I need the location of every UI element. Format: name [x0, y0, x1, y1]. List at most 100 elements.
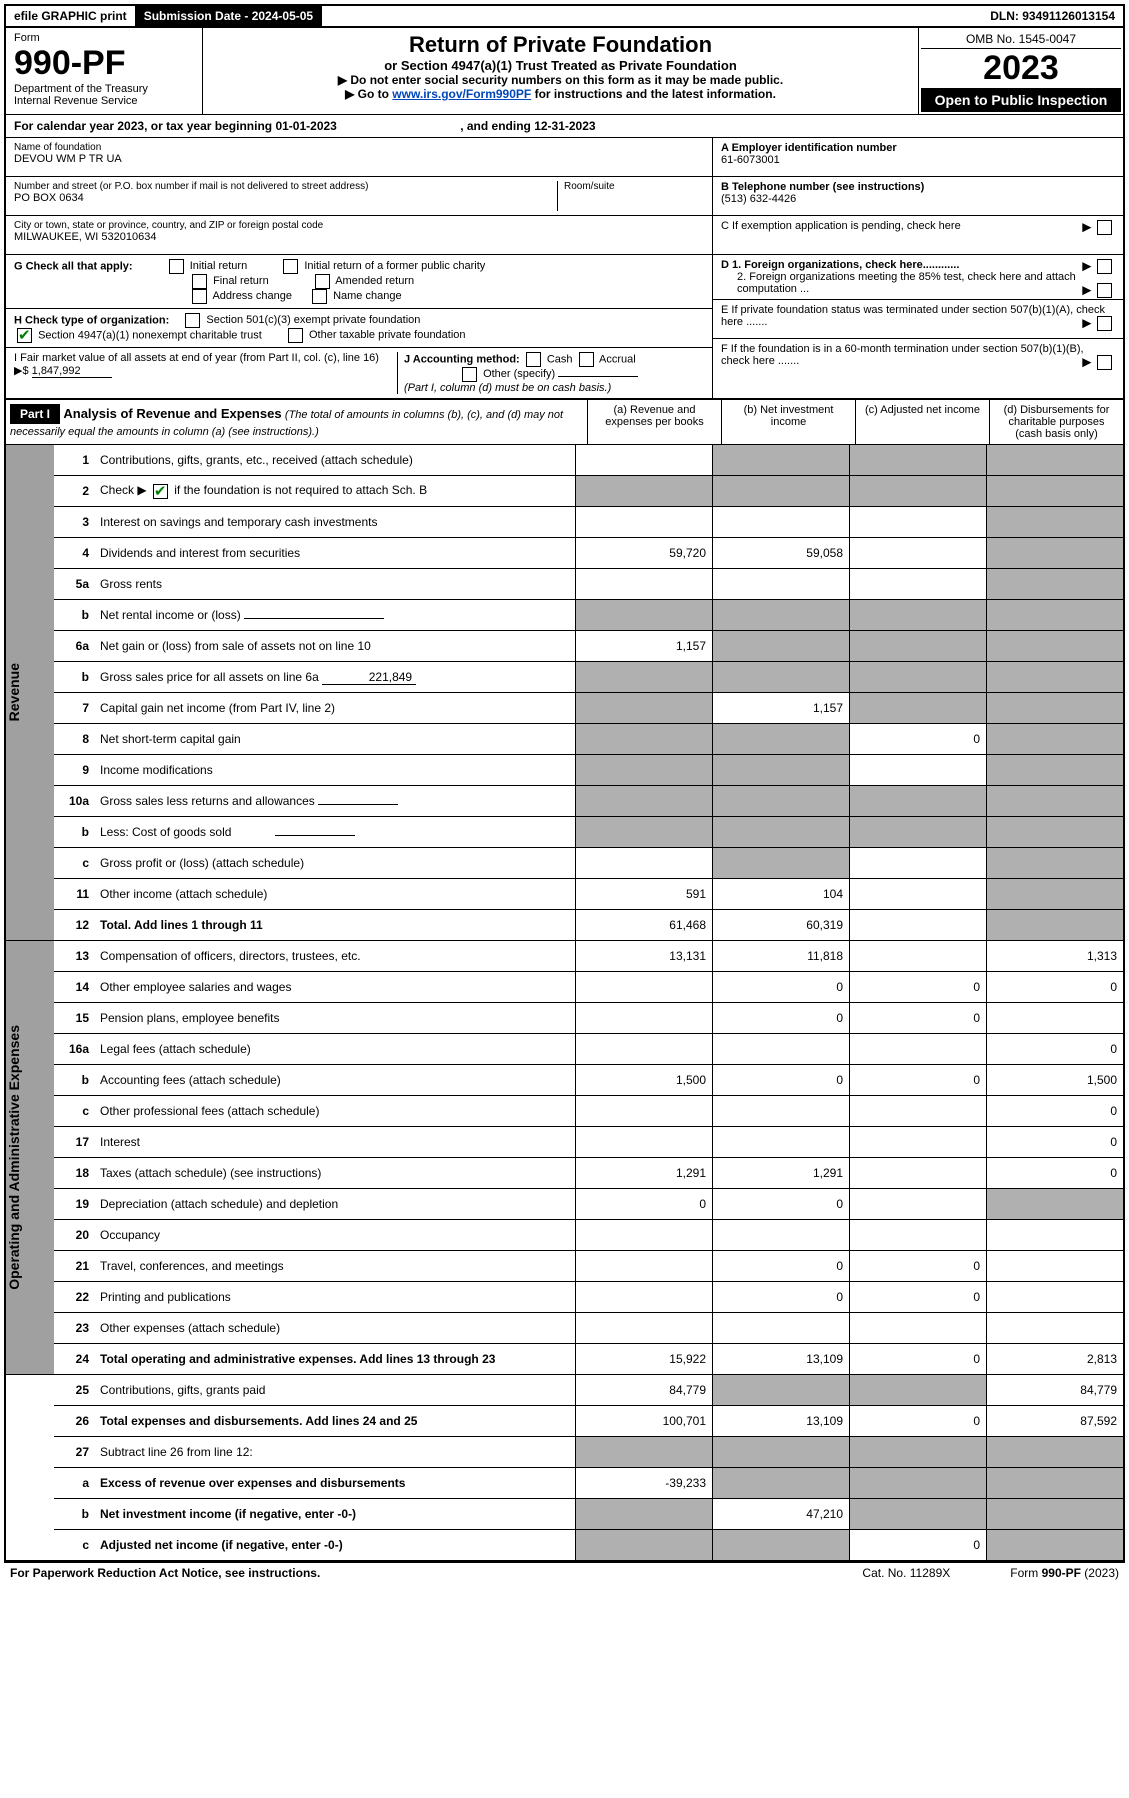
arrow-icon: ▶: [1082, 221, 1090, 233]
amt: 1,157: [576, 631, 713, 662]
amt: 0: [713, 1003, 850, 1034]
line-desc: Net rental income or (loss): [95, 600, 576, 631]
h-other: Other taxable private foundation: [309, 329, 466, 341]
amt: 1,500: [987, 1065, 1124, 1096]
check-final-return[interactable]: [192, 274, 207, 289]
form-subtitle: or Section 4947(a)(1) Trust Treated as P…: [211, 58, 910, 73]
j-label: J Accounting method:: [404, 353, 520, 365]
tax-year: 2023: [921, 49, 1121, 88]
check-accrual[interactable]: [579, 352, 594, 367]
instr-suffix: for instructions and the latest informat…: [531, 87, 776, 101]
j-note: (Part I, column (d) must be on cash basi…: [404, 382, 611, 394]
amt: 87,592: [987, 1406, 1124, 1437]
line-num: c: [54, 1530, 95, 1561]
amt: 0: [850, 1406, 987, 1437]
check-initial-former[interactable]: [283, 259, 298, 274]
amt: 0: [713, 1282, 850, 1313]
dept-treasury: Department of the Treasury: [14, 83, 194, 95]
col-d-head: (d) Disbursements for charitable purpose…: [989, 400, 1123, 444]
line-num: 1: [54, 445, 95, 476]
amt: 0: [987, 972, 1124, 1003]
line-desc: Net gain or (loss) from sale of assets n…: [95, 631, 576, 662]
line-num: b: [54, 1065, 95, 1096]
line-num: a: [54, 1468, 95, 1499]
line-desc: Gross sales price for all assets on line…: [95, 662, 576, 693]
revenue-section-label: Revenue: [6, 659, 22, 725]
check-name-change[interactable]: [312, 289, 327, 304]
col-a-head: (a) Revenue and expenses per books: [587, 400, 721, 444]
amt: 0: [850, 1065, 987, 1096]
h-block: H Check type of organization: Section 50…: [6, 309, 712, 348]
amt: 1,291: [576, 1158, 713, 1189]
amt: 0: [987, 1034, 1124, 1065]
amt: 0: [987, 1096, 1124, 1127]
line-num: 14: [54, 972, 95, 1003]
city-label: City or town, state or province, country…: [14, 220, 704, 231]
line-num: 11: [54, 879, 95, 910]
amt: 0: [850, 724, 987, 755]
amt: 60,319: [713, 910, 850, 941]
line-num: c: [54, 848, 95, 879]
check-f[interactable]: [1097, 355, 1112, 370]
form-url-link[interactable]: www.irs.gov/Form990PF: [392, 87, 531, 101]
amt: 0: [850, 1282, 987, 1313]
instr-ssn: ▶ Do not enter social security numbers o…: [211, 73, 910, 87]
opt-address: Address change: [212, 290, 292, 302]
amt: 0: [987, 1127, 1124, 1158]
check-c[interactable]: [1097, 220, 1112, 235]
line-desc: Other income (attach schedule): [95, 879, 576, 910]
amt: 0: [713, 1065, 850, 1096]
phone-label: B Telephone number (see instructions): [721, 181, 1115, 193]
amt: 0: [713, 1189, 850, 1220]
check-501c3[interactable]: [185, 313, 200, 328]
g-label: G Check all that apply:: [14, 260, 133, 272]
cal-end: 12-31-2023: [534, 119, 595, 133]
footer-paperwork: For Paperwork Reduction Act Notice, see …: [10, 1566, 320, 1580]
line-desc: Other expenses (attach schedule): [95, 1313, 576, 1344]
check-4947a1[interactable]: [17, 328, 32, 343]
instr-prefix: ▶ Go to: [345, 87, 392, 101]
h-4947a1: Section 4947(a)(1) nonexempt charitable …: [38, 329, 262, 341]
name-cell: Name of foundation DEVOU WM P TR UA: [6, 138, 712, 177]
line-num: 23: [54, 1313, 95, 1344]
check-other-taxable[interactable]: [288, 328, 303, 343]
line-num: 20: [54, 1220, 95, 1251]
amt: 0: [576, 1189, 713, 1220]
line-desc: Less: Cost of goods sold: [95, 817, 576, 848]
line-num: b: [54, 1499, 95, 1530]
d1-label: D 1. Foreign organizations, check here..…: [721, 259, 959, 271]
check-amended[interactable]: [315, 274, 330, 289]
amt: 0: [850, 1344, 987, 1375]
form-word: Form: [14, 32, 194, 44]
check-cash[interactable]: [526, 352, 541, 367]
check-d2[interactable]: [1097, 283, 1112, 298]
amt: 1,291: [713, 1158, 850, 1189]
line-num: 24: [54, 1344, 95, 1375]
arrow-icon: ▶: [1082, 356, 1090, 368]
amt: 0: [713, 1251, 850, 1282]
line-num: b: [54, 817, 95, 848]
line-num: 7: [54, 693, 95, 724]
submission-date: Submission Date - 2024-05-05: [136, 6, 322, 26]
amt: 1,157: [713, 693, 850, 724]
amt: 13,109: [713, 1406, 850, 1437]
line-num: c: [54, 1096, 95, 1127]
line-num: 12: [54, 910, 95, 941]
room-label: Room/suite: [564, 181, 704, 192]
line-desc: Interest: [95, 1127, 576, 1158]
line-num: 26: [54, 1406, 95, 1437]
check-e[interactable]: [1097, 316, 1112, 331]
check-d1[interactable]: [1097, 259, 1112, 274]
part1-header: Part I Analysis of Revenue and Expenses …: [6, 398, 1123, 444]
amt: 15,922: [576, 1344, 713, 1375]
h-501c3: Section 501(c)(3) exempt private foundat…: [206, 314, 420, 326]
check-address-change[interactable]: [192, 289, 207, 304]
line-num: 17: [54, 1127, 95, 1158]
check-other-method[interactable]: [462, 367, 477, 382]
check-initial-return[interactable]: [169, 259, 184, 274]
line-desc: Other employee salaries and wages: [95, 972, 576, 1003]
line-num: 25: [54, 1375, 95, 1406]
h-label: H Check type of organization:: [14, 314, 169, 326]
check-schb[interactable]: [153, 484, 168, 499]
efile-label[interactable]: efile GRAPHIC print: [6, 6, 136, 26]
